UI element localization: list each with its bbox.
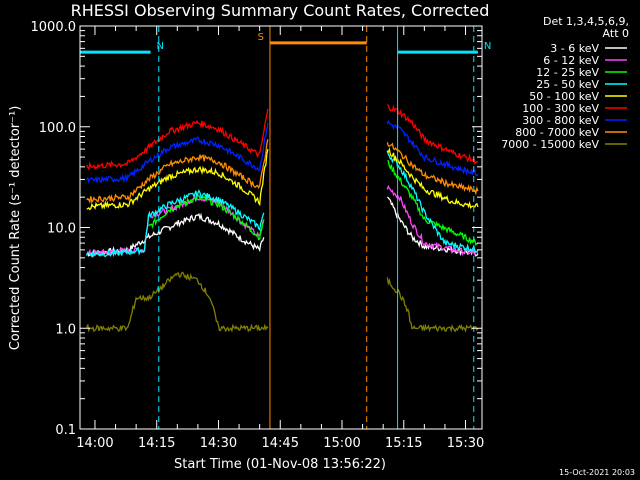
y-tick-label: 10.0 — [47, 222, 76, 237]
flag-bars: N NS — [80, 32, 491, 54]
series-line — [86, 122, 269, 185]
y-tick-label: 1000.0 — [31, 20, 77, 35]
series-line — [148, 194, 265, 241]
plot-data — [86, 104, 479, 333]
chart-title: RHESSI Observing Summary Count Rates, Co… — [71, 1, 490, 20]
generation-timestamp: 15-Oct-2021 20:03 — [559, 468, 635, 477]
x-tick-label: 14:00 — [76, 436, 113, 451]
series-line — [386, 196, 479, 257]
legend-entry-label: 6 - 12 keV — [543, 54, 599, 67]
series-line — [86, 108, 269, 171]
series-line — [86, 189, 265, 258]
legend-entry-label: 12 - 25 keV — [536, 66, 599, 79]
detectors-label-line-1: Det 1,3,4,5,6,9, — [543, 15, 629, 28]
flag-label: S — [258, 32, 264, 43]
legend-entry-label: 300 - 800 keV — [522, 114, 599, 127]
series-line — [387, 160, 479, 246]
legend-entry-label: 100 - 300 keV — [522, 102, 599, 115]
y-axis: 0.1 1.0 10.0 100.0 1000.0 — [31, 20, 482, 438]
series-line — [386, 184, 479, 257]
x-tick-label: 15:00 — [323, 436, 360, 451]
series-line — [86, 271, 269, 333]
x-tick-label: 14:15 — [138, 436, 175, 451]
flag-label: N — [484, 41, 491, 52]
x-tick-label: 14:45 — [262, 436, 299, 451]
series-line — [386, 147, 479, 210]
y-axis-label: Corrected Count Rate (s⁻¹ detector⁻¹) — [8, 106, 23, 351]
y-tick-label: 0.1 — [55, 423, 76, 438]
series-line — [386, 104, 478, 165]
series-line — [386, 119, 479, 177]
y-tick-label: 1.0 — [55, 322, 76, 337]
legend-entry-label: 25 - 50 keV — [536, 78, 599, 91]
x-axis: 14:00 14:15 14:30 14:45 15:00 15:15 15:30 — [76, 26, 484, 451]
series-line — [386, 277, 479, 333]
series-line — [86, 139, 269, 205]
y-tick-label: 100.0 — [39, 121, 76, 136]
legend-entry-label: 50 - 100 keV — [529, 90, 599, 103]
series-line — [386, 142, 479, 196]
flag-label: N — [157, 41, 164, 52]
x-tick-label: 15:30 — [447, 436, 484, 451]
x-tick-label: 14:30 — [200, 436, 237, 451]
legend-entry-label: 3 - 6 keV — [550, 42, 599, 55]
legend-entry-label: 800 - 7000 keV — [515, 126, 599, 139]
series-line — [86, 148, 269, 211]
x-tick-label: 15:15 — [385, 436, 422, 451]
detectors-label-line-2: Att 0 — [603, 27, 629, 40]
legend-entry-label: 7000 - 15000 keV — [501, 138, 599, 151]
x-axis-label: Start Time (01-Nov-08 13:56:22) — [174, 457, 386, 472]
series-line — [386, 150, 479, 253]
